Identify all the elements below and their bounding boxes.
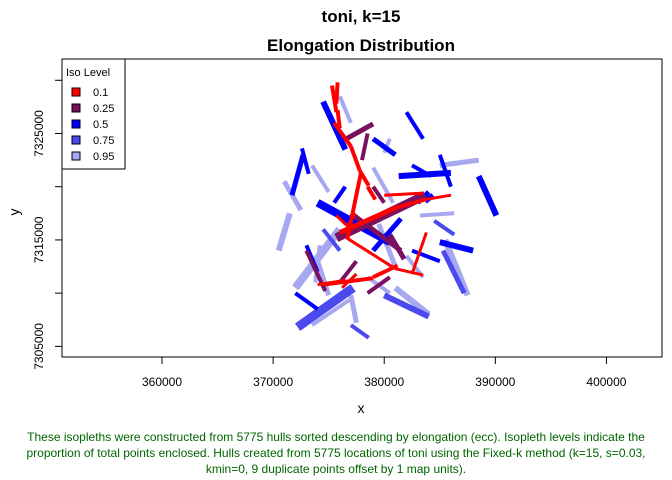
hull-0-1 [394,197,426,210]
hull-0-75 [433,219,456,237]
hull-0-95 [439,157,480,168]
legend-box [61,58,126,170]
hull-0-75 [321,228,342,252]
hull-0-5 [411,163,432,178]
hull-0-95 [371,166,395,204]
hull-0-1 [317,278,346,287]
legend: Iso Level 0.1 0.25 0.5 0.75 0.95 [61,58,126,170]
hull-0-25 [345,121,375,141]
series-0-95 [275,95,480,327]
series-0-1 [317,82,452,289]
hull-0-75 [440,249,467,295]
hull-0-1 [349,145,362,172]
hull-0-1 [372,263,399,280]
x-tick-label: 390000 [475,375,515,389]
chart-title-line2: Elongation Distribution [267,36,455,55]
hull-0-5 [300,147,311,175]
legend-label: 0.95 [93,151,114,163]
hull-0-75 [349,323,370,340]
hull-0-5 [475,174,500,217]
caption: These isopleths were constructed from 57… [26,430,646,476]
hull-0-5 [411,248,441,264]
hull-0-95 [310,295,355,327]
hull-0-1 [384,191,424,197]
hull-0-25 [338,259,358,284]
plot-frame [61,58,663,358]
legend-swatch [71,119,81,129]
hull-0-1 [340,272,358,289]
hull-0-5 [289,154,306,196]
chart-title-line1: toni, k=15 [322,7,401,26]
hull-0-1 [334,82,340,104]
hull-0-1 [338,205,397,235]
y-axis: 7305000 7315000 7325000 [32,79,63,370]
hull-0-25 [360,133,370,161]
hull-0-75 [382,292,430,320]
legend-entries: 0.1 0.25 0.5 0.75 0.95 [71,87,114,163]
y-axis-label: y [6,209,22,216]
x-axis-label: x [358,400,365,416]
legend-swatch [71,151,81,161]
legend-label: 0.1 [93,87,108,99]
hull-0-1 [332,121,353,148]
hull-0-1 [335,109,342,129]
plot-area [275,82,500,340]
legend-label: 0.75 [93,135,114,147]
hull-0-95 [275,212,293,252]
legend-label: 0.25 [93,103,114,115]
hull-0-5 [437,154,453,188]
hull-0-95 [310,164,331,194]
hull-0-25 [387,233,407,261]
hull-0-5 [371,216,403,253]
hull-0-1 [425,193,452,201]
x-tick-label: 380000 [364,375,404,389]
hull-0-5 [294,291,319,311]
hull-0-95 [313,245,322,283]
hull-0-1 [330,85,339,113]
x-axis: 360000 370000 380000 390000 400000 [142,356,627,389]
hull-0-95 [337,95,353,124]
x-tick-label: 360000 [142,375,182,389]
x-tick-label: 400000 [586,375,626,389]
hull-0-95 [376,223,398,268]
hull-0-5 [371,136,397,157]
legend-label: 0.5 [93,119,108,131]
hull-0-1 [335,214,349,228]
hull-0-25 [366,275,391,295]
hull-0-5 [439,239,474,254]
hull-0-1 [365,185,378,201]
legend-swatch [71,87,81,97]
hull-0-5 [404,111,425,140]
legend-swatch [71,135,81,145]
hull-0-1 [394,267,424,277]
hull-0-25 [371,185,386,204]
hull-0-1 [410,232,428,275]
series-0-75 [294,219,467,340]
hull-0-5 [332,185,347,204]
legend-swatch [71,103,81,113]
hull-0-75 [294,284,356,331]
x-tick-label: 370000 [253,375,293,389]
y-tick-label: 7325000 [32,110,46,157]
hull-0-95 [393,285,431,317]
hull-0-95 [282,180,304,212]
y-tick-label: 7305000 [32,323,46,370]
legend-title: Iso Level [66,67,110,79]
hull-0-95 [442,238,471,297]
hull-0-1 [345,236,397,270]
hull-0-1 [346,212,357,227]
hull-0-25 [349,211,403,253]
y-tick-label: 7315000 [32,216,46,263]
hull-0-95 [419,211,455,218]
